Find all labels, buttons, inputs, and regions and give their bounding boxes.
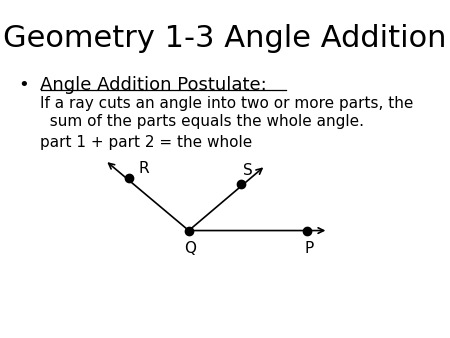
Text: part 1 + part 2 = the whole: part 1 + part 2 = the whole <box>40 135 253 150</box>
Text: •: • <box>18 76 29 94</box>
Text: Angle Addition Postulate:: Angle Addition Postulate: <box>40 76 267 94</box>
Text: S: S <box>243 164 252 178</box>
Text: If a ray cuts an angle into two or more parts, the
  sum of the parts equals the: If a ray cuts an angle into two or more … <box>40 96 414 129</box>
Text: Geometry 1-3 Angle Addition: Geometry 1-3 Angle Addition <box>3 24 447 53</box>
Text: R: R <box>138 161 149 176</box>
Text: Q: Q <box>184 241 197 256</box>
Text: P: P <box>305 241 314 256</box>
